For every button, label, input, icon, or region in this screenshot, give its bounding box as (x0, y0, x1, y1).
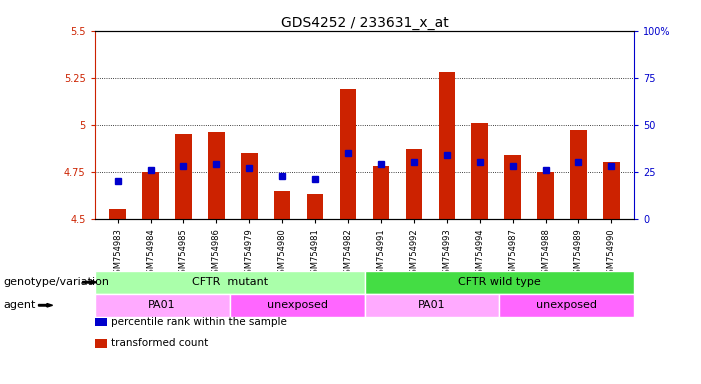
Bar (603, 162, 620, 219)
Bar (340, 89, 356, 219)
Bar (241, 153, 257, 219)
Bar (109, 210, 126, 219)
Text: PA01: PA01 (149, 300, 176, 310)
Text: agent: agent (4, 300, 36, 310)
Bar (142, 172, 159, 219)
Text: genotype/variation: genotype/variation (4, 277, 109, 287)
Text: CFTR wild type: CFTR wild type (458, 277, 541, 287)
Bar (472, 123, 488, 219)
Text: transformed count: transformed count (111, 338, 208, 348)
Text: percentile rank within the sample: percentile rank within the sample (111, 317, 287, 327)
Bar (570, 131, 587, 219)
Bar (373, 166, 389, 219)
Bar (307, 194, 323, 219)
Text: unexposed: unexposed (536, 300, 597, 310)
Bar (439, 72, 455, 219)
Bar (208, 132, 224, 219)
Bar (175, 134, 192, 219)
Text: PA01: PA01 (418, 300, 446, 310)
Bar (274, 190, 290, 219)
Bar (505, 155, 521, 219)
Bar (537, 172, 554, 219)
Text: CFTR  mutant: CFTR mutant (191, 277, 268, 287)
Bar (406, 149, 422, 219)
Title: GDS4252 / 233631_x_at: GDS4252 / 233631_x_at (280, 16, 449, 30)
Text: unexposed: unexposed (266, 300, 327, 310)
